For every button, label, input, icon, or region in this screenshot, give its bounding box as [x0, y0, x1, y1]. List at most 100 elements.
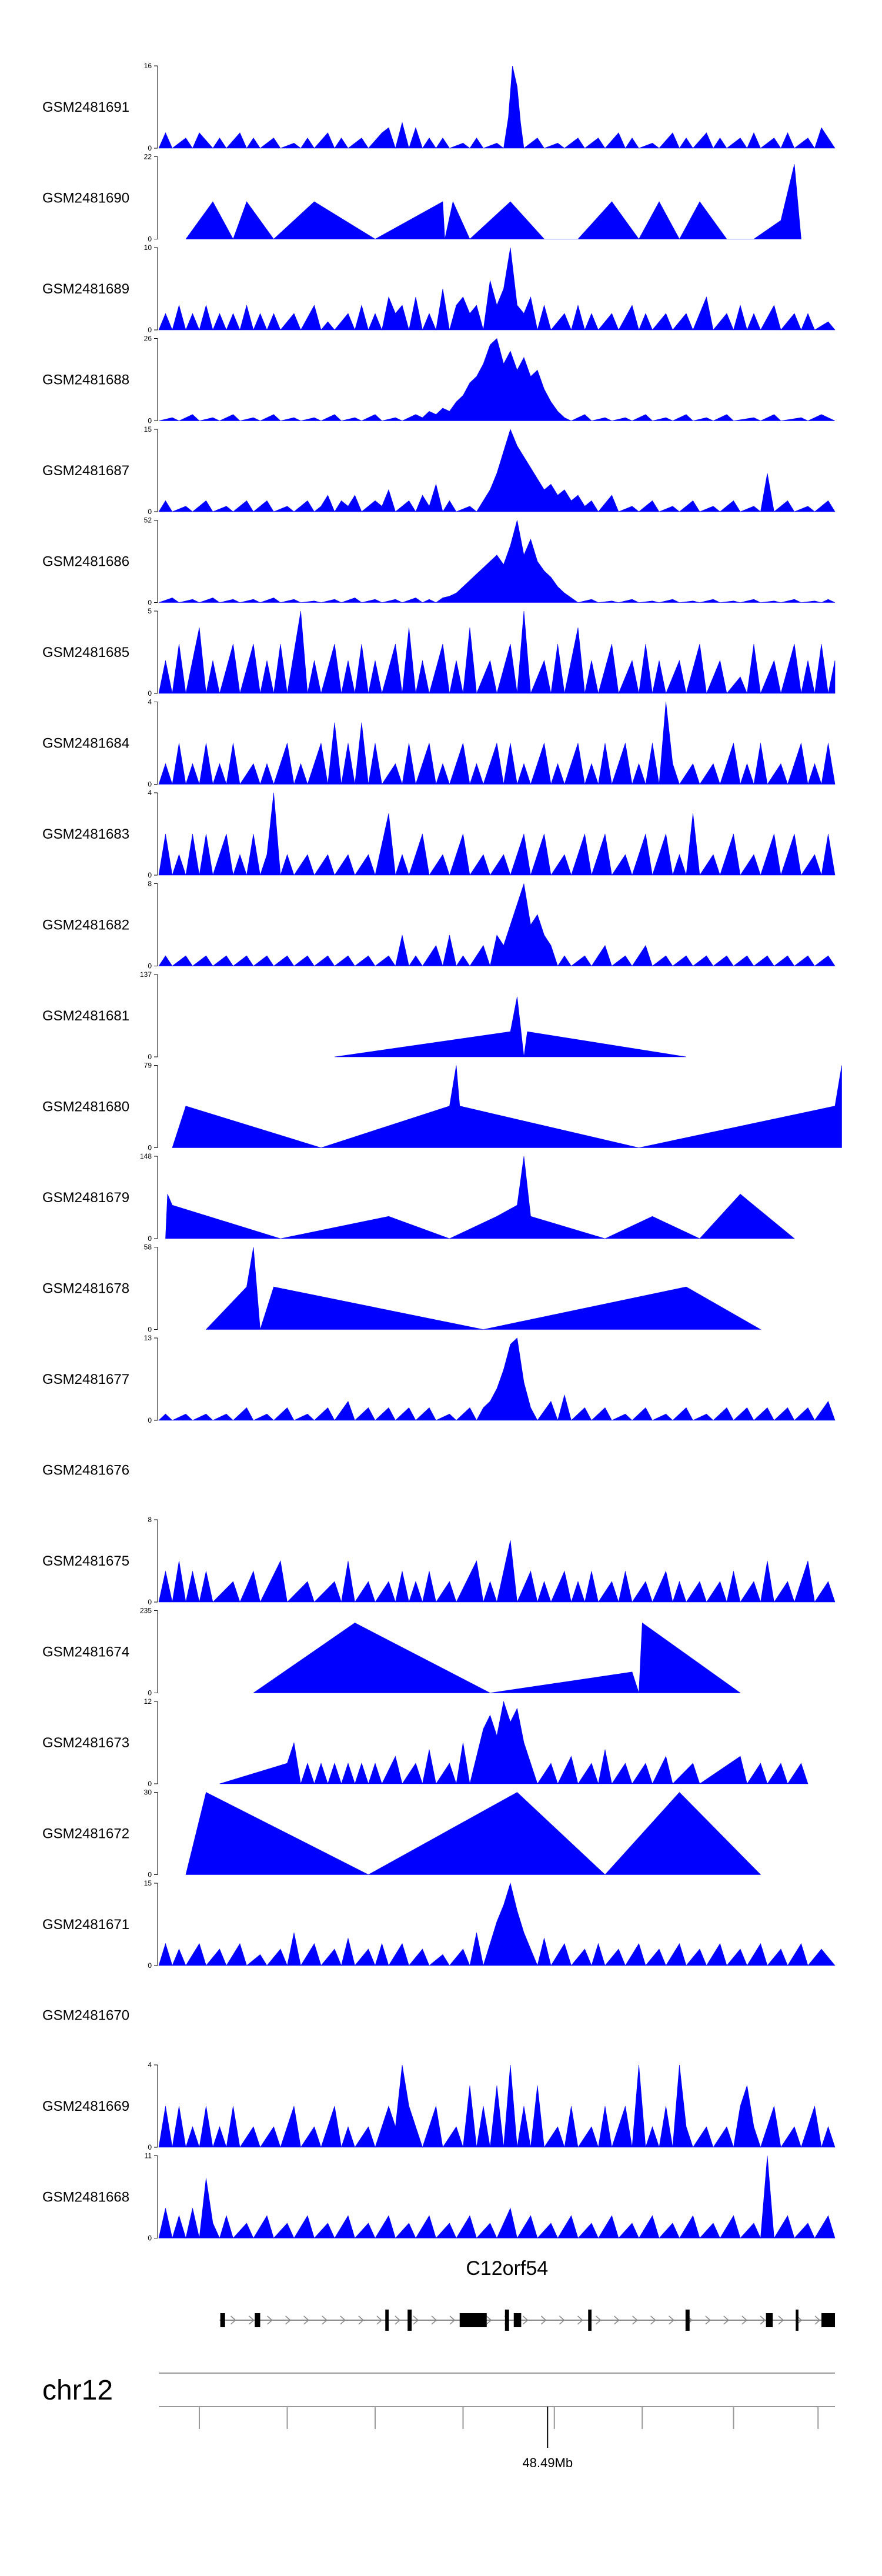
track-label: GSM2481683	[42, 826, 129, 842]
track: GSM2481674 235 0	[42, 1607, 741, 1697]
axis-lines	[159, 2373, 835, 2407]
coverage-area	[158, 702, 836, 785]
strand-arrow	[559, 2315, 565, 2325]
strand-arrow	[358, 2315, 364, 2325]
exon	[407, 2310, 412, 2331]
track-label: GSM2481668	[42, 2190, 129, 2205]
track-label: GSM2481688	[42, 372, 129, 388]
track-label: GSM2481673	[42, 1735, 129, 1751]
y-min-label: 0	[148, 2143, 152, 2151]
track-label: GSM2481681	[42, 1008, 129, 1024]
track-label: GSM2481672	[42, 1826, 129, 1842]
track-label: GSM2481686	[42, 554, 129, 570]
strand-arrow	[814, 2315, 821, 2325]
y-min-label: 0	[148, 1416, 152, 1424]
track-label: GSM2481682	[42, 917, 129, 933]
strand-arrow	[614, 2315, 620, 2325]
strand-arrow	[632, 2315, 638, 2325]
track: GSM2481683 4 0	[42, 789, 836, 879]
track-label: GSM2481691	[42, 99, 129, 115]
strand-arrow	[723, 2315, 729, 2325]
strand-arrow	[577, 2315, 583, 2325]
y-max-label: 15	[144, 425, 152, 433]
y-max-label: 22	[144, 153, 152, 161]
y-min-label: 0	[148, 780, 152, 789]
coverage-area	[334, 996, 687, 1057]
y-min-label: 0	[148, 417, 152, 425]
exon	[459, 2313, 487, 2327]
track: GSM2481670	[42, 2008, 129, 2024]
y-max-label: 52	[144, 516, 152, 525]
coverage-area	[253, 1622, 741, 1693]
gene-track: C12orf54	[219, 2257, 835, 2331]
y-max-label: 15	[144, 1879, 152, 1887]
track-label: GSM2481678	[42, 1281, 129, 1297]
track: GSM2481671 15 0	[42, 1879, 836, 1970]
y-min-label: 0	[148, 1053, 152, 1061]
strand-arrow	[431, 2315, 437, 2325]
coverage-area	[158, 610, 836, 695]
y-max-label: 11	[145, 2152, 152, 2160]
track-label: GSM2481677	[42, 1372, 129, 1387]
y-min-label: 0	[148, 689, 152, 698]
track-label: GSM2481679	[42, 1190, 129, 1206]
y-min-label: 0	[148, 508, 152, 516]
y-max-label: 148	[140, 1152, 152, 1160]
track: GSM2481680 79 0	[42, 1062, 842, 1152]
y-max-label: 58	[144, 1243, 152, 1252]
coverage-area	[158, 247, 836, 331]
track: GSM2481682 8 0	[42, 880, 836, 970]
strand-arrow	[486, 2315, 492, 2325]
exon	[821, 2313, 835, 2327]
y-max-label: 137	[140, 970, 152, 979]
coverage-area	[172, 1065, 842, 1148]
chromosome-label: chr12	[42, 2375, 113, 2406]
y-min-label: 0	[148, 962, 152, 970]
track-label: GSM2481680	[42, 1099, 129, 1115]
strand-arrow	[705, 2315, 711, 2325]
track-label: GSM2481689	[42, 281, 129, 297]
track: GSM2481691 16 0	[42, 62, 836, 152]
y-max-label: 5	[148, 607, 152, 615]
y-min-label: 0	[148, 599, 152, 607]
exon	[685, 2310, 690, 2331]
exon	[255, 2313, 260, 2327]
y-min-label: 0	[148, 1689, 152, 1697]
y-min-label: 0	[148, 1598, 152, 1606]
coverage-tracks: GSM2481691160GSM2481690220GSM2481689100G…	[42, 62, 842, 2243]
track: GSM2481689 10 0	[42, 243, 836, 334]
y-max-label: 4	[148, 789, 152, 797]
strand-arrow	[230, 2315, 236, 2325]
track-label: GSM2481684	[42, 736, 129, 752]
track: GSM2481668 11 0	[42, 2152, 836, 2243]
y-max-label: 4	[148, 2061, 152, 2069]
coverage-area	[205, 1247, 761, 1330]
strand-arrow	[303, 2315, 309, 2325]
strand-arrow	[322, 2315, 328, 2325]
track-label: GSM2481690	[42, 191, 129, 206]
y-min-label: 0	[148, 1326, 152, 1334]
track-label: GSM2481675	[42, 1553, 129, 1569]
strand-arrow	[395, 2315, 401, 2325]
strand-arrow	[449, 2315, 456, 2325]
exon	[220, 2313, 225, 2327]
exon	[588, 2310, 592, 2331]
y-max-label: 4	[148, 698, 152, 706]
strand-arrow	[650, 2315, 656, 2325]
exon	[385, 2310, 389, 2331]
strand-arrow	[669, 2315, 674, 2325]
position-label: 48.49Mb	[522, 2455, 573, 2470]
track-label: GSM2481669	[42, 2098, 129, 2114]
track: GSM2481678 58 0	[42, 1243, 761, 1334]
track: GSM2481687 15 0	[42, 425, 836, 516]
y-min-label: 0	[148, 1234, 152, 1243]
track: GSM2481672 30 0	[42, 1788, 761, 1879]
y-max-label: 79	[144, 1062, 152, 1070]
y-max-label: 10	[144, 243, 152, 252]
y-max-label: 235	[140, 1607, 152, 1615]
coverage-area	[185, 164, 801, 240]
coverage-area	[158, 883, 836, 967]
exon	[505, 2310, 509, 2331]
coverage-area	[158, 520, 836, 603]
track: GSM2481669 4 0	[42, 2061, 836, 2151]
